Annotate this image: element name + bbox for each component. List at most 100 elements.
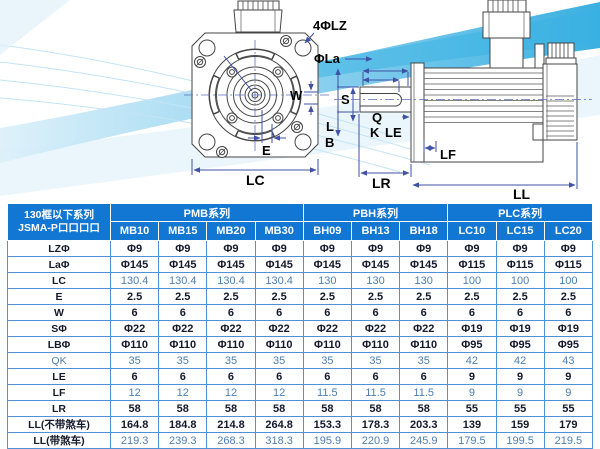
screw-details: [194, 35, 303, 158]
label-s: S: [341, 92, 350, 107]
spec-value: Φ110: [399, 336, 449, 353]
spec-value: 6: [158, 368, 208, 385]
row-label: LaΦ: [7, 256, 111, 273]
spec-value: Φ110: [254, 336, 304, 353]
row-label: LC: [7, 272, 111, 289]
spec-value: 6: [158, 304, 208, 321]
spec-value: Φ9: [206, 240, 256, 257]
spec-value: Φ110: [158, 336, 208, 353]
spec-value: 12: [206, 384, 256, 401]
dim-ll: LL: [412, 142, 578, 202]
spec-value: 2.5: [206, 288, 256, 305]
col-header-LC20: LC20: [543, 221, 594, 241]
spec-value: Φ9: [302, 240, 352, 257]
spec-value: 9: [447, 368, 497, 385]
table-row: SΦ Φ22 Φ22 Φ22 Φ22 Φ22 Φ22 Φ22 Φ19 Φ19 Φ19: [7, 320, 594, 337]
spec-value: 58: [399, 400, 449, 417]
label-la: ΦLa: [314, 51, 341, 66]
spec-value: 35: [399, 352, 449, 369]
spec-value: 35: [350, 352, 401, 369]
spec-value: 11.5: [302, 384, 352, 401]
spec-value: 239.3: [158, 432, 208, 449]
spec-value: Φ9: [254, 240, 304, 257]
col-header-MB30: MB30: [254, 221, 304, 241]
spec-value: Φ145: [206, 256, 256, 273]
spec-value: 130.4: [109, 272, 160, 289]
spec-value: Φ19: [543, 320, 594, 337]
spec-value: 6: [109, 304, 160, 321]
spec-value: 58: [109, 400, 160, 417]
spec-value: Φ22: [109, 320, 160, 337]
dim-lc: LC: [191, 159, 319, 188]
spec-value: 6: [399, 368, 449, 385]
spec-value: 100: [495, 272, 545, 289]
spec-value: Φ110: [350, 336, 401, 353]
row-label: E: [7, 288, 111, 305]
spec-value: 130: [399, 272, 449, 289]
series-group-0: PMB系列: [110, 203, 304, 222]
spec-value: 179: [543, 416, 594, 433]
label-k: K: [370, 125, 380, 140]
col-header-MB10: MB10: [109, 221, 160, 241]
spec-value: 6: [399, 304, 449, 321]
spec-value: 153.3: [302, 416, 352, 433]
spec-value: 219.5: [543, 432, 594, 449]
row-label: LL(不带煞车): [7, 416, 111, 433]
spec-value: 58: [302, 400, 352, 417]
spec-value: Φ145: [158, 256, 208, 273]
spec-value: Φ9: [495, 240, 545, 257]
spec-value: Φ22: [254, 320, 304, 337]
spec-value: Φ22: [158, 320, 208, 337]
label-le: LE: [385, 125, 402, 140]
spec-value: 220.9: [350, 432, 401, 449]
spec-value: 100: [447, 272, 497, 289]
dim-w: W: [290, 81, 318, 115]
spec-value: 43: [543, 352, 594, 369]
front-view: W E LC 4ΦLZ: [184, 0, 373, 188]
spec-value: 6: [350, 368, 401, 385]
flange-plate: [410, 62, 425, 163]
row-label: SΦ: [7, 320, 111, 337]
spec-value: 55: [447, 400, 497, 417]
table-row: LBΦ Φ110 Φ110 Φ110 Φ110 Φ110 Φ110 Φ110 Φ95 Φ95 Φ95: [7, 336, 594, 353]
spec-value: 9: [495, 384, 545, 401]
spec-value: 9: [447, 384, 497, 401]
spec-value: 2.5: [350, 288, 401, 305]
dim-lr: LR: [358, 114, 412, 191]
spec-value: 9: [543, 384, 594, 401]
spec-value: 219.3: [109, 432, 160, 449]
label-lf: LF: [440, 147, 456, 162]
spec-value: 58: [350, 400, 401, 417]
spec-value: Φ110: [109, 336, 160, 353]
table-row: LE 6 6 6 6 6 6 6 9 9 9: [7, 368, 594, 385]
dim-lf: LF: [423, 141, 456, 162]
spec-value: 318.3: [254, 432, 304, 449]
table-row: LF 12 12 12 12 11.5 11.5 11.5 9 9 9: [7, 384, 594, 401]
corner-title: 130框以下系列 JSMA-P口口口口: [7, 203, 111, 241]
series-header-row: 130框以下系列 JSMA-P口口口口 PMB系列 PBH系列 PLC系列: [7, 203, 593, 241]
spec-value: 35: [254, 352, 304, 369]
spec-value: 6: [495, 304, 545, 321]
col-header-LC15: LC15: [495, 221, 545, 241]
spec-value: 6: [206, 304, 256, 321]
spec-value: 6: [447, 304, 497, 321]
spec-value: Φ95: [543, 336, 594, 353]
label-w: W: [290, 88, 303, 103]
spec-value: Φ19: [495, 320, 545, 337]
spec-value: 6: [543, 304, 594, 321]
spec-value: 6: [254, 304, 304, 321]
row-label: LE: [7, 368, 111, 385]
model-header-row: MB10 MB15 MB20 MB30 BH09 BH13 BH18 LC10 LC15 LC20: [8, 221, 594, 241]
row-label: W: [7, 304, 111, 321]
spec-value: Φ115: [495, 256, 545, 273]
spec-value: Φ19: [447, 320, 497, 337]
spec-value: Φ145: [109, 256, 160, 273]
spec-value: 9: [495, 368, 545, 385]
label-lb-top: L: [326, 119, 334, 134]
dim-e: E: [248, 110, 286, 158]
dim-lz: 4ΦLZ: [304, 18, 347, 44]
col-header-LC10: LC10: [447, 221, 497, 241]
spec-value: 179.5: [447, 432, 497, 449]
front-connector: [233, 0, 283, 33]
spec-value: 2.5: [109, 288, 160, 305]
